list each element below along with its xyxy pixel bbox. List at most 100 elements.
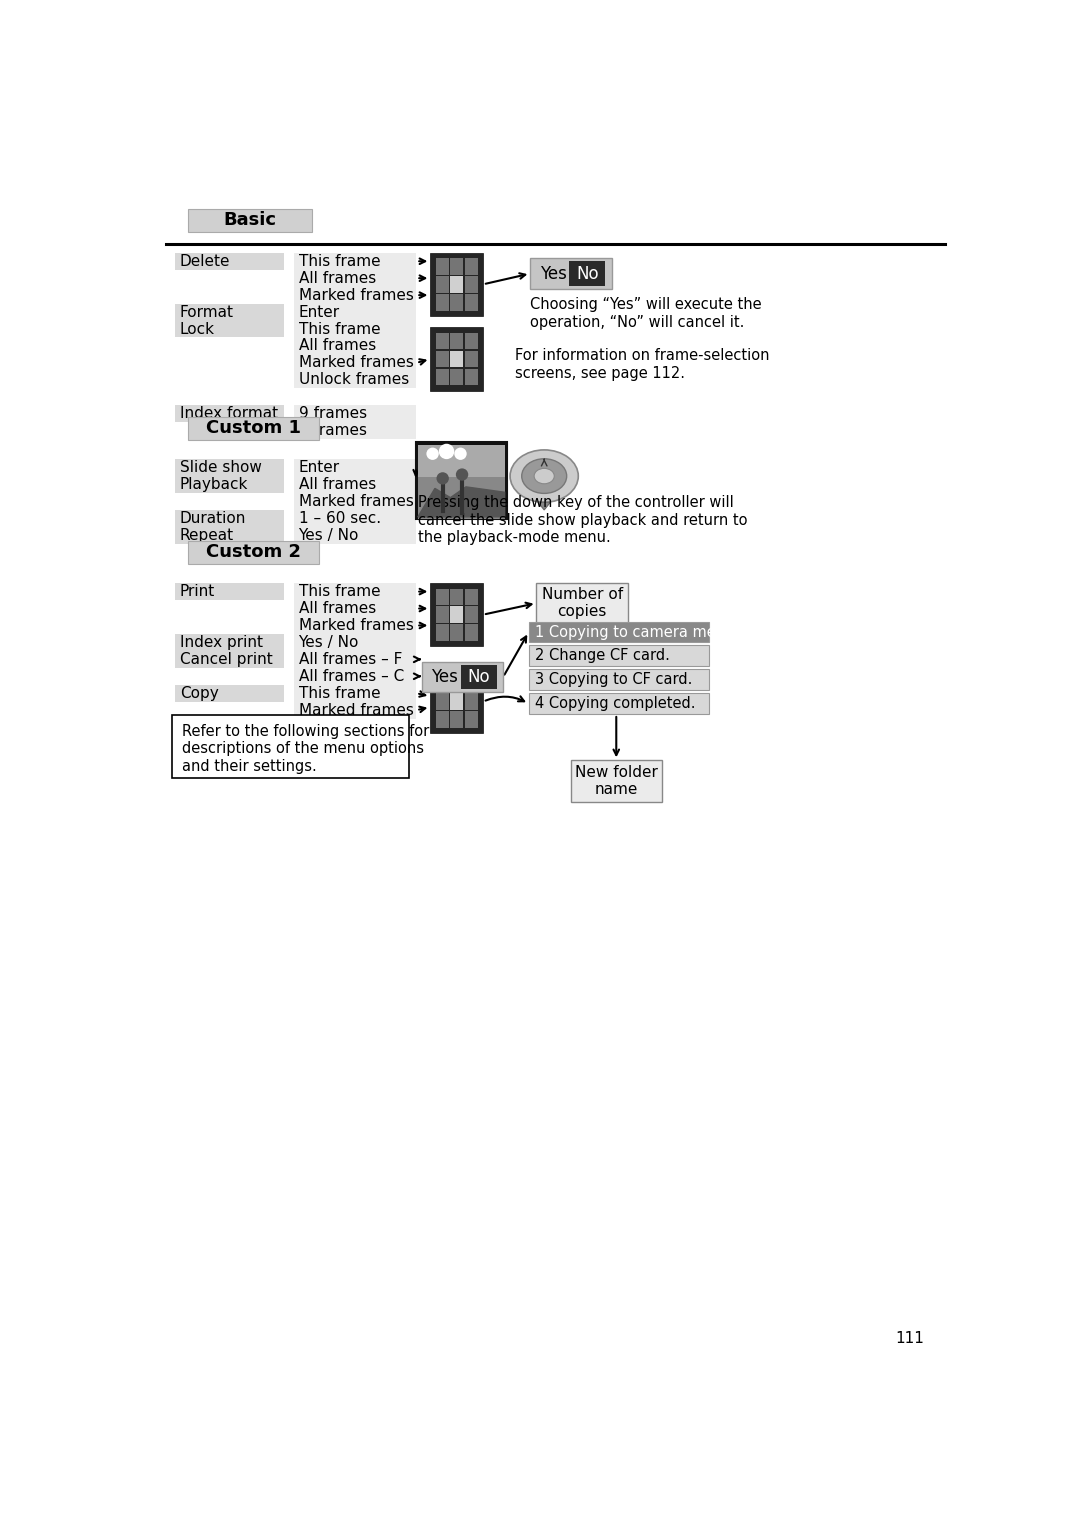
Text: Lock: Lock xyxy=(180,321,215,336)
Text: For information on frame-selection
screens, see page 112.: For information on frame-selection scree… xyxy=(515,349,769,381)
Text: All frames: All frames xyxy=(298,477,376,492)
Bar xyxy=(294,422,416,439)
Bar xyxy=(464,624,477,641)
Text: Index format: Index format xyxy=(180,407,278,420)
Bar xyxy=(294,668,416,685)
Bar xyxy=(529,670,710,690)
Bar xyxy=(175,321,284,338)
Bar xyxy=(416,442,507,520)
Text: All frames: All frames xyxy=(298,338,376,353)
Bar xyxy=(294,702,416,719)
Bar xyxy=(418,477,504,520)
Text: Marked frames: Marked frames xyxy=(298,494,414,509)
Bar xyxy=(435,294,448,310)
Ellipse shape xyxy=(522,459,567,494)
Bar xyxy=(464,676,477,693)
Bar xyxy=(464,607,477,622)
Text: Yes: Yes xyxy=(540,265,567,283)
Bar xyxy=(464,294,477,310)
Bar xyxy=(537,583,627,624)
Bar xyxy=(175,511,284,528)
Bar xyxy=(172,714,408,778)
Bar xyxy=(175,651,284,668)
Circle shape xyxy=(455,448,467,460)
Text: This frame: This frame xyxy=(298,321,380,336)
Text: Choosing “Yes” will execute the
operation, “No” will cancel it.: Choosing “Yes” will execute the operatio… xyxy=(530,298,761,330)
Text: 1 – 60 sec.: 1 – 60 sec. xyxy=(298,511,380,526)
Bar xyxy=(530,258,611,289)
Bar xyxy=(450,676,463,693)
Bar xyxy=(430,327,483,390)
Text: This frame: This frame xyxy=(298,685,380,700)
Bar xyxy=(175,685,284,702)
Text: Enter: Enter xyxy=(298,460,339,476)
Bar xyxy=(294,618,416,635)
Text: Enter: Enter xyxy=(298,304,339,320)
Bar xyxy=(294,635,416,651)
Text: All frames: All frames xyxy=(298,601,376,616)
Bar xyxy=(175,583,284,599)
Bar xyxy=(435,589,448,605)
Text: New folder
name: New folder name xyxy=(575,764,658,797)
Bar xyxy=(430,670,483,734)
Text: 3 Copying to CF card.: 3 Copying to CF card. xyxy=(535,673,692,687)
Polygon shape xyxy=(538,502,551,511)
Text: 1 Copying to camera memory.: 1 Copying to camera memory. xyxy=(535,624,756,639)
Bar xyxy=(175,459,284,476)
Bar xyxy=(175,252,284,269)
Bar xyxy=(450,368,463,385)
Text: All frames – F: All frames – F xyxy=(298,651,402,667)
Text: All frames – C: All frames – C xyxy=(298,668,404,683)
Circle shape xyxy=(456,468,469,480)
Text: Basic: Basic xyxy=(224,211,276,229)
Text: Cancel print: Cancel print xyxy=(180,651,272,667)
Bar xyxy=(188,541,320,564)
Bar xyxy=(450,607,463,622)
Text: All frames: All frames xyxy=(298,271,376,286)
Text: Custom 2: Custom 2 xyxy=(206,543,301,561)
Bar xyxy=(175,635,284,651)
Bar xyxy=(422,662,503,693)
Bar xyxy=(464,589,477,605)
Text: Delete: Delete xyxy=(180,254,230,269)
Bar xyxy=(294,405,416,422)
Text: Marked frames: Marked frames xyxy=(298,703,414,717)
Circle shape xyxy=(436,472,449,485)
Bar xyxy=(450,277,463,292)
Bar xyxy=(175,304,284,321)
Bar xyxy=(294,355,416,372)
Bar xyxy=(294,511,416,528)
Polygon shape xyxy=(418,486,504,517)
Text: 111: 111 xyxy=(895,1330,924,1346)
Bar xyxy=(294,599,416,618)
Bar xyxy=(464,711,477,728)
Bar xyxy=(569,261,605,286)
Text: 9 frames: 9 frames xyxy=(298,407,366,420)
Bar xyxy=(464,368,477,385)
Text: Copy: Copy xyxy=(180,685,218,700)
Bar xyxy=(294,651,416,668)
Text: Playback: Playback xyxy=(180,477,248,492)
Text: No: No xyxy=(468,668,490,687)
Text: Yes / No: Yes / No xyxy=(298,635,359,650)
Bar xyxy=(175,405,284,422)
Text: Format: Format xyxy=(180,304,234,320)
Text: Pressing the down key of the controller will
cancel the slide show playback and : Pressing the down key of the controller … xyxy=(418,495,747,546)
Bar xyxy=(294,269,416,286)
Text: Yes: Yes xyxy=(431,668,458,687)
Bar xyxy=(450,589,463,605)
Bar xyxy=(188,417,320,440)
Bar xyxy=(294,492,416,511)
Bar xyxy=(464,277,477,292)
Circle shape xyxy=(438,443,455,459)
Bar xyxy=(430,583,483,647)
Bar xyxy=(529,622,710,642)
Ellipse shape xyxy=(535,468,554,483)
Text: This frame: This frame xyxy=(298,254,380,269)
Bar xyxy=(294,583,416,599)
Text: Index print: Index print xyxy=(180,635,262,650)
Bar xyxy=(570,760,662,801)
Bar xyxy=(294,286,416,304)
Bar xyxy=(430,252,483,317)
Bar xyxy=(294,304,416,321)
